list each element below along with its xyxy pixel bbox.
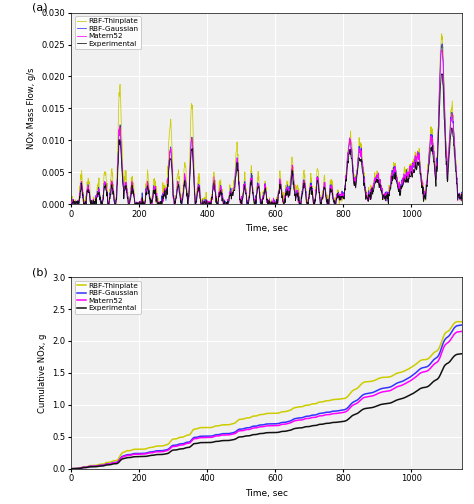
- Experimental: [68, 201, 74, 207]
- Experimental: [361, 406, 366, 412]
- RBF-Thinplate: [70, 201, 75, 207]
- RBF-Thinplate: [80, 199, 86, 205]
- RBF-Thinplate: [80, 464, 85, 470]
- RBF-Gaussian: [136, 451, 142, 457]
- Experimental: [164, 451, 170, 457]
- RBF-Thinplate: [68, 466, 74, 472]
- Experimental: [235, 434, 241, 440]
- RBF-Gaussian: [361, 392, 366, 398]
- RBF-Gaussian: [442, 99, 447, 105]
- RBF-Gaussian: [235, 427, 241, 433]
- RBF-Gaussian: [69, 201, 74, 207]
- Experimental: [361, 178, 366, 184]
- Line: Matern52: Matern52: [71, 331, 462, 469]
- RBF-Gaussian: [459, 193, 465, 199]
- Matern52: [459, 196, 465, 202]
- Matern52: [68, 199, 74, 205]
- Matern52: [137, 199, 142, 205]
- Experimental: [459, 351, 465, 357]
- Experimental: [80, 465, 85, 471]
- RBF-Thinplate: [164, 442, 170, 448]
- Experimental: [164, 192, 170, 198]
- RBF-Thinplate: [235, 417, 241, 423]
- RBF-Gaussian: [68, 201, 74, 207]
- RBF-Gaussian: [236, 171, 241, 177]
- Matern52: [438, 47, 444, 53]
- Matern52: [165, 175, 171, 181]
- RBF-Gaussian: [80, 195, 86, 201]
- RBF-Thinplate: [361, 174, 367, 180]
- Text: (a): (a): [32, 3, 47, 13]
- Matern52: [236, 171, 241, 177]
- Matern52: [442, 98, 447, 104]
- Matern52: [68, 466, 74, 472]
- Text: (b): (b): [32, 267, 48, 277]
- RBF-Thinplate: [441, 333, 447, 339]
- RBF-Thinplate: [136, 446, 142, 452]
- Matern52: [80, 464, 85, 470]
- RBF-Thinplate: [459, 197, 465, 203]
- RBF-Gaussian: [80, 465, 85, 471]
- RBF-Gaussian: [137, 199, 142, 205]
- RBF-Gaussian: [459, 322, 465, 328]
- Line: RBF-Gaussian: RBF-Gaussian: [71, 325, 462, 469]
- Experimental: [459, 198, 465, 204]
- X-axis label: Time, sec: Time, sec: [245, 224, 288, 233]
- RBF-Thinplate: [442, 93, 447, 99]
- Line: Experimental: Experimental: [71, 354, 462, 469]
- Line: RBF-Thinplate: RBF-Thinplate: [71, 322, 462, 469]
- RBF-Thinplate: [361, 380, 366, 386]
- Line: Experimental: Experimental: [71, 74, 462, 204]
- Experimental: [136, 454, 142, 460]
- Matern52: [441, 344, 447, 350]
- RBF-Thinplate: [137, 200, 142, 206]
- RBF-Gaussian: [439, 41, 445, 47]
- RBF-Gaussian: [165, 175, 171, 181]
- X-axis label: Time, sec: Time, sec: [245, 489, 288, 498]
- Experimental: [441, 115, 447, 121]
- Legend: RBF-Thinplate, RBF-Gaussian, Matern52, Experimental: RBF-Thinplate, RBF-Gaussian, Matern52, E…: [75, 16, 141, 49]
- Experimental: [68, 466, 74, 472]
- Experimental: [80, 191, 85, 197]
- RBF-Thinplate: [236, 163, 241, 169]
- RBF-Gaussian: [164, 447, 170, 453]
- Matern52: [69, 201, 74, 207]
- Matern52: [80, 194, 86, 200]
- Experimental: [136, 201, 142, 207]
- Experimental: [441, 364, 447, 370]
- RBF-Thinplate: [439, 31, 445, 37]
- Matern52: [361, 395, 366, 401]
- Y-axis label: Cumulative NOx, g: Cumulative NOx, g: [38, 333, 47, 413]
- RBF-Gaussian: [361, 180, 367, 186]
- Matern52: [235, 428, 241, 434]
- Line: RBF-Thinplate: RBF-Thinplate: [71, 34, 462, 204]
- Matern52: [164, 448, 170, 454]
- RBF-Gaussian: [68, 466, 74, 472]
- RBF-Thinplate: [68, 200, 74, 206]
- Legend: RBF-Thinplate, RBF-Gaussian, Matern52, Experimental: RBF-Thinplate, RBF-Gaussian, Matern52, E…: [75, 281, 141, 313]
- Matern52: [136, 451, 142, 457]
- Matern52: [361, 177, 367, 183]
- Line: RBF-Gaussian: RBF-Gaussian: [71, 44, 462, 204]
- RBF-Thinplate: [459, 319, 465, 325]
- Experimental: [439, 71, 445, 77]
- Experimental: [235, 167, 241, 173]
- Line: Matern52: Matern52: [71, 50, 462, 204]
- RBF-Thinplate: [455, 319, 460, 325]
- Y-axis label: NOx Mass Flow, g/s: NOx Mass Flow, g/s: [27, 68, 36, 149]
- RBF-Thinplate: [165, 163, 171, 169]
- RBF-Gaussian: [441, 339, 447, 345]
- Matern52: [459, 328, 465, 334]
